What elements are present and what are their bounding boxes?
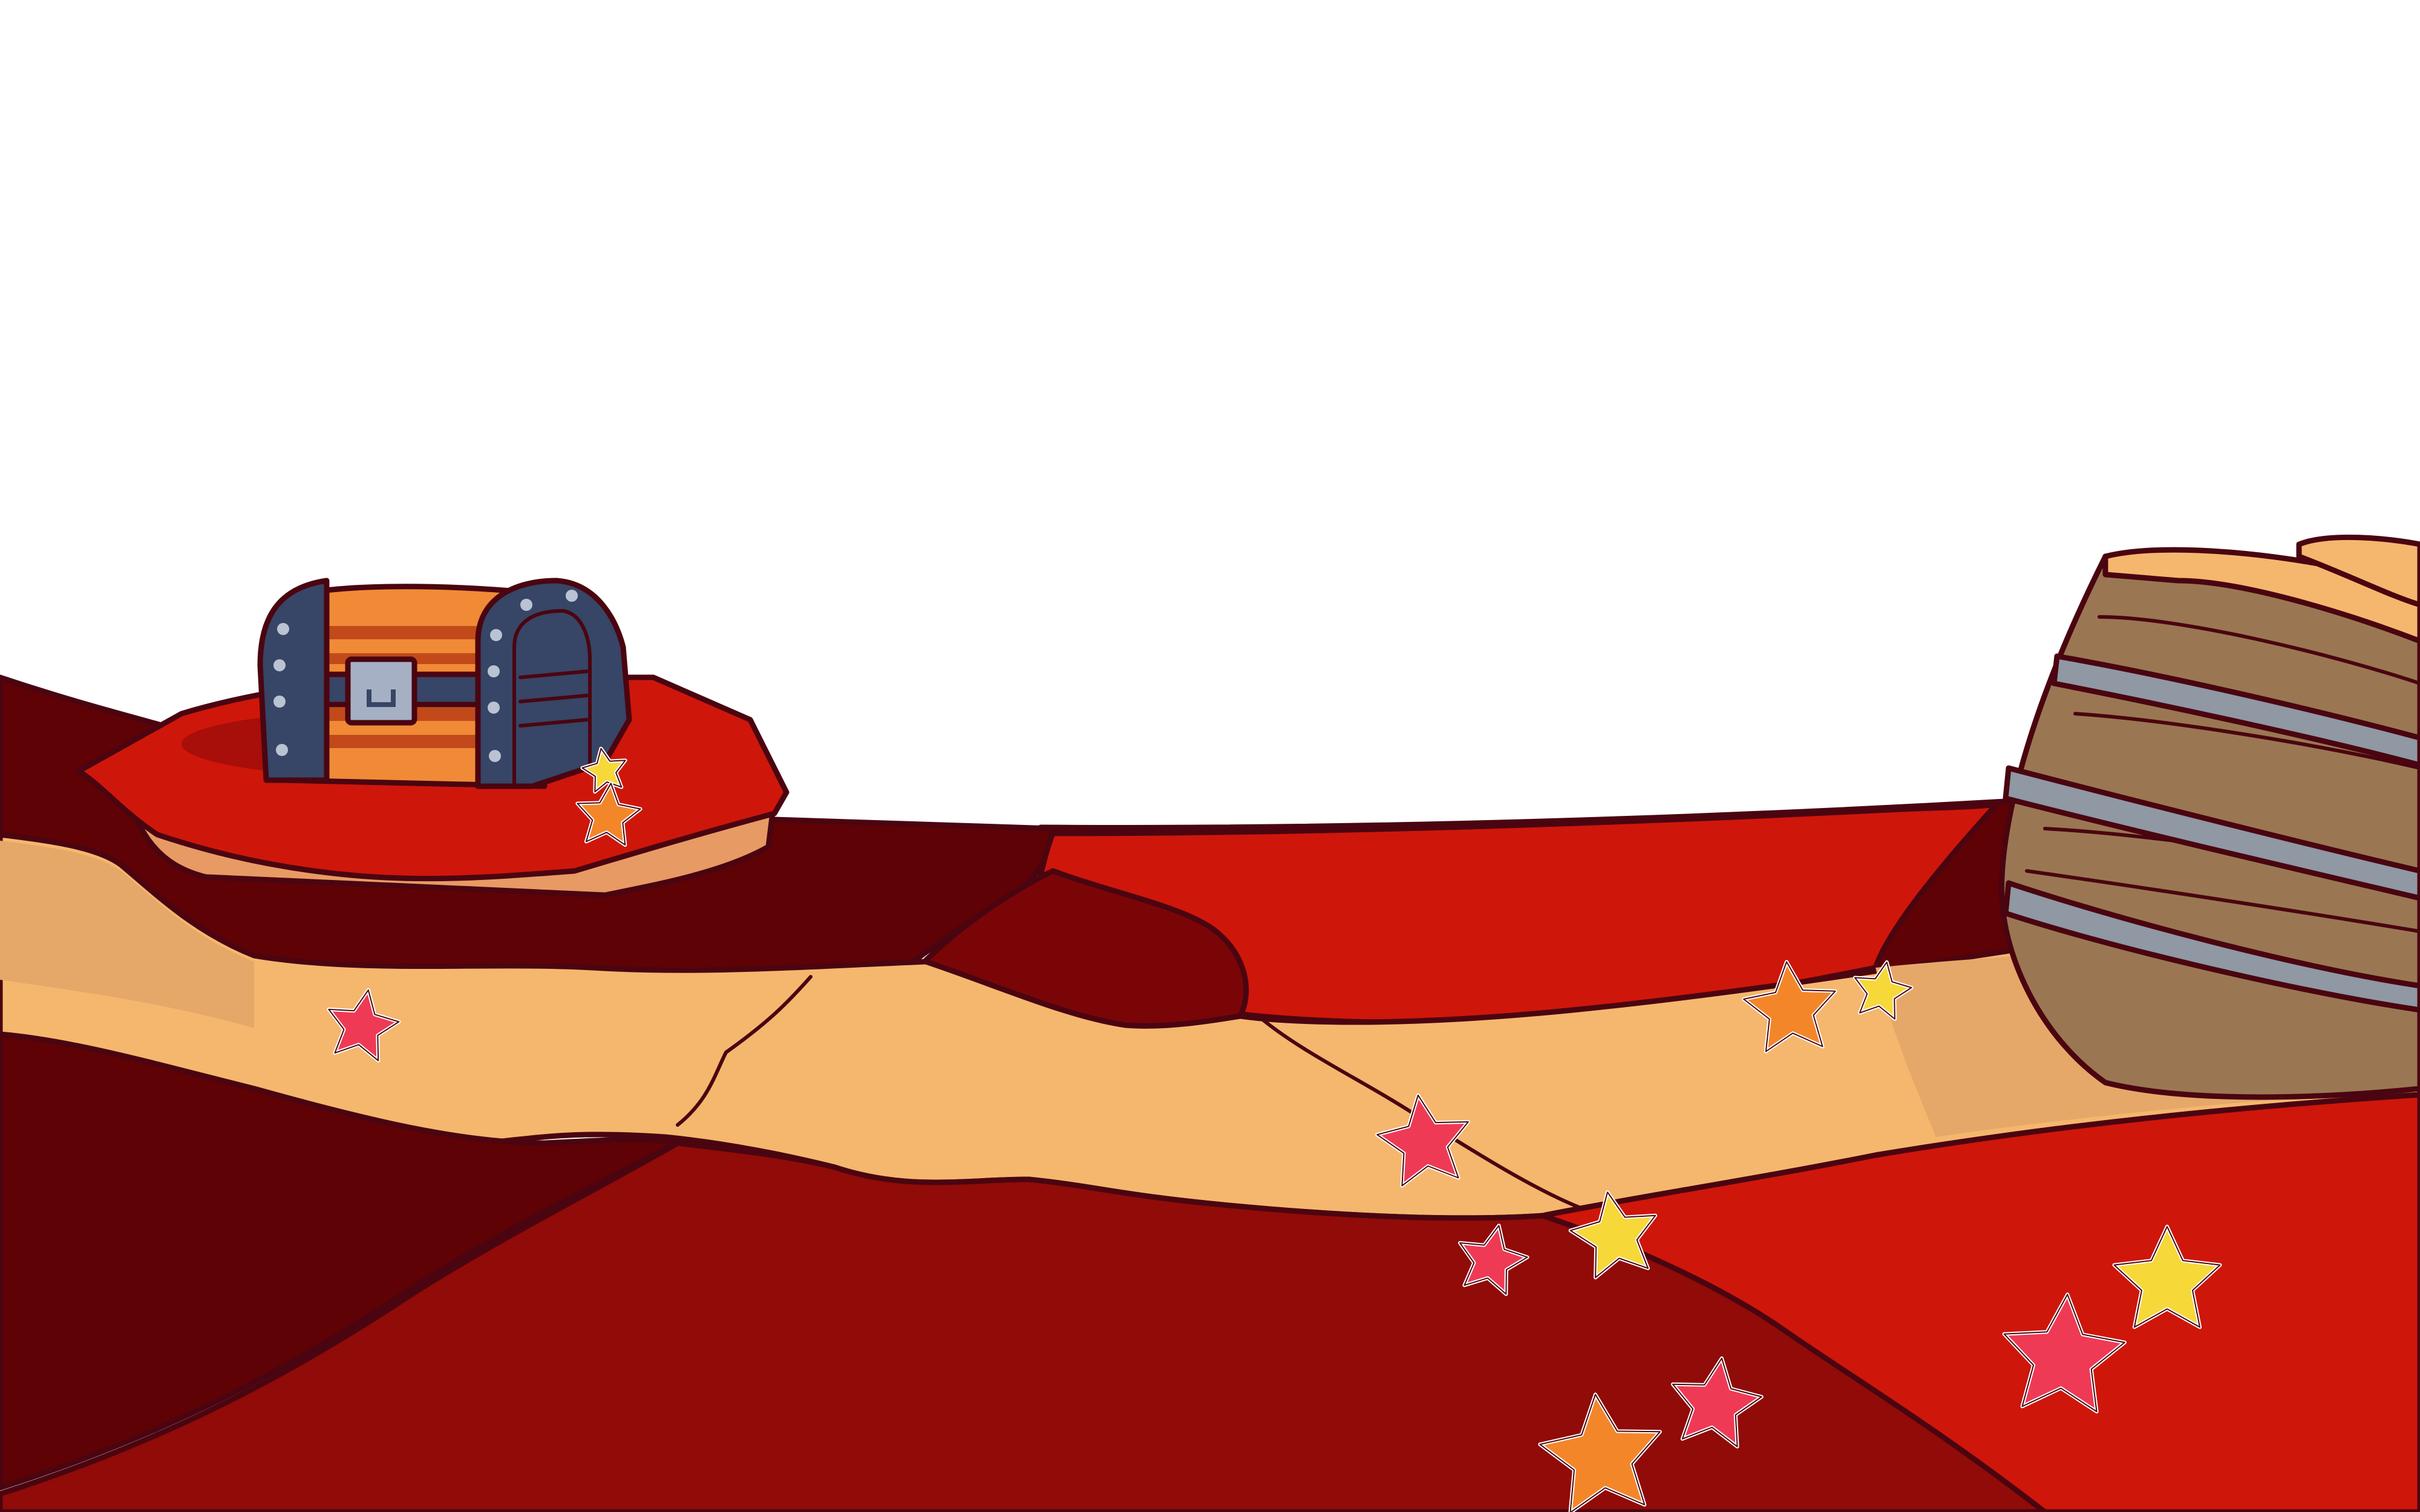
- chest-left-strap: [257, 578, 330, 783]
- barrel-hoop-3: [2003, 880, 2420, 1013]
- star-pickup-red[interactable]: [1670, 1356, 1764, 1448]
- star-outline: [2113, 1226, 2221, 1328]
- star-outline: [581, 748, 626, 793]
- star-outline: [1459, 1225, 1528, 1295]
- treasure-chest-icon[interactable]: [257, 578, 632, 789]
- padlock-icon: [345, 656, 417, 726]
- star-outline: [1569, 1191, 1656, 1279]
- star-pickup-red[interactable]: [1375, 1093, 1470, 1188]
- star-pickup-yellow[interactable]: [1568, 1190, 1658, 1280]
- star-outline: [577, 783, 641, 846]
- barrel-hoop-1: [2051, 653, 2420, 768]
- star-outline: [1743, 961, 1836, 1052]
- star-pickup-yellow[interactable]: [1853, 960, 1914, 1021]
- star-outline: [2003, 1294, 2125, 1412]
- sand-shadow-left: [0, 841, 254, 1028]
- star-pickup-red[interactable]: [327, 988, 401, 1063]
- collectible-stars: [327, 746, 2222, 1512]
- foreground-left-slope: [0, 1031, 681, 1491]
- chest-right-inner: [512, 609, 592, 788]
- chest-right-line-2: [518, 694, 589, 703]
- barrel-hoop-2: [2003, 765, 2420, 901]
- barrel-icon[interactable]: [1999, 534, 2420, 1100]
- star-pickup-red[interactable]: [2002, 1292, 2127, 1413]
- star-pickup-orange[interactable]: [1538, 1392, 1662, 1512]
- barrel-inner-rim: [2296, 534, 2420, 608]
- star-outline: [328, 989, 400, 1061]
- chest-right-line-1: [518, 670, 589, 679]
- star-outline: [1539, 1393, 1661, 1512]
- star-pickup-yellow[interactable]: [2112, 1225, 2222, 1329]
- star-pickup-orange[interactable]: [1742, 960, 1837, 1054]
- barrel-stave-1: [2098, 615, 2420, 685]
- chest-right-line-3: [518, 718, 589, 728]
- star-outline: [1672, 1357, 1762, 1447]
- sand-crack-1: [676, 975, 813, 1127]
- barrel-stave-2: [2073, 712, 2420, 770]
- star-pickup-orange[interactable]: [575, 781, 643, 847]
- chest-rivets: [273, 590, 578, 762]
- foreground-right-slope: [1540, 1092, 2420, 1512]
- star-outline: [1376, 1094, 1469, 1187]
- star-outline: [1854, 961, 1912, 1020]
- star-pickup-yellow[interactable]: [580, 746, 627, 794]
- barrel-stave-4: [2025, 869, 2420, 933]
- star-pickup-red[interactable]: [1458, 1224, 1529, 1296]
